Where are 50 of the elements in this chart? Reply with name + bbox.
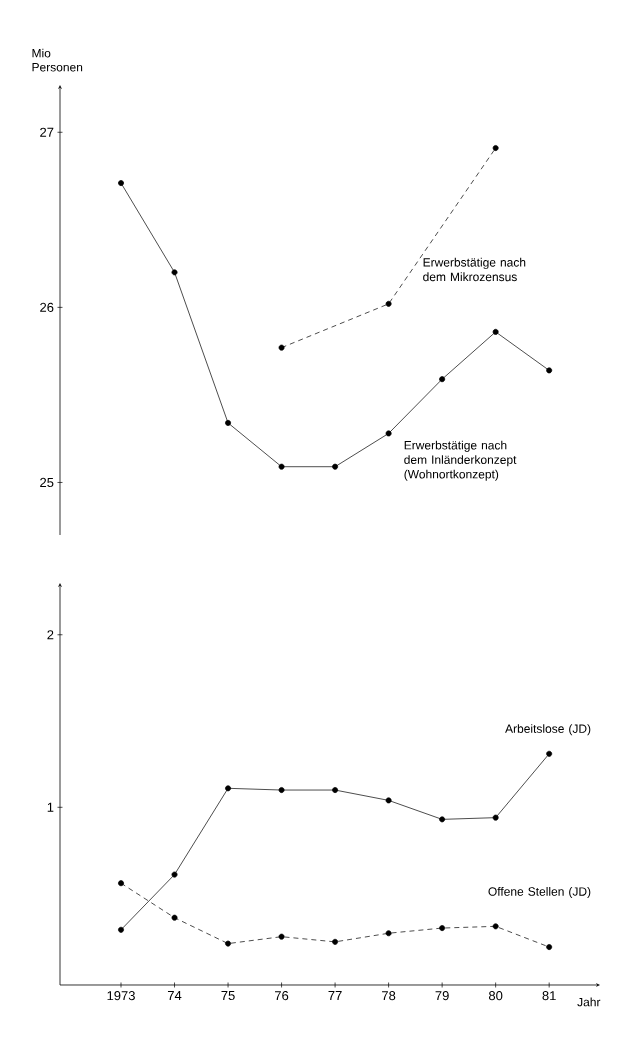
x-axis-title: Jahr <box>577 997 601 1007</box>
series-label: Arbeitslose (JD) <box>505 724 591 736</box>
x-tick-label: 80 <box>488 991 503 1001</box>
point <box>546 944 553 950</box>
point <box>492 328 499 335</box>
x-tick-label: 77 <box>328 991 342 1000</box>
point <box>385 797 392 804</box>
y-axis-title: Mio Personen <box>32 48 83 72</box>
point <box>332 787 339 793</box>
point <box>439 816 446 823</box>
point <box>546 367 553 374</box>
x-tick-label: 74 <box>167 991 182 1000</box>
point <box>118 926 124 933</box>
point <box>439 925 446 932</box>
x-tick-label: 79 <box>435 991 449 1001</box>
point <box>118 180 124 186</box>
point <box>171 914 178 921</box>
point <box>492 814 499 821</box>
point <box>492 145 499 151</box>
x-tick-label: 1973 <box>107 991 135 1001</box>
point <box>171 871 178 878</box>
x-tick-label: 78 <box>382 991 396 1001</box>
point <box>439 376 446 383</box>
y-tick-label: 2 <box>47 630 54 640</box>
point <box>332 463 339 470</box>
point <box>118 880 124 887</box>
series-label: Erwerbstätige nach dem Inländerkonzept (Wohnortkonzept) <box>404 440 517 481</box>
point <box>225 419 231 426</box>
y-tick-label: 27 <box>40 127 54 137</box>
point <box>225 940 231 947</box>
point <box>278 463 285 470</box>
point <box>385 930 392 937</box>
x-tick-label: 75 <box>221 991 235 1001</box>
point <box>225 785 231 792</box>
point <box>278 344 285 351</box>
y-tick-label: 26 <box>40 302 54 312</box>
y-tick-label: 1 <box>47 802 54 812</box>
series-label: Erwerbstätige nach dem Mikrozensus <box>423 257 526 282</box>
point <box>171 269 178 276</box>
point <box>385 430 392 437</box>
point <box>278 787 285 793</box>
point <box>385 300 392 307</box>
y-tick-label: 25 <box>40 477 54 488</box>
text: Offene Stellen (JD) <box>488 886 591 899</box>
point <box>278 933 285 940</box>
x-tick-label: 76 <box>275 991 289 1001</box>
point <box>332 938 339 945</box>
x-tick-label: 81 <box>542 991 556 1001</box>
point <box>492 923 499 930</box>
point <box>546 750 553 757</box>
